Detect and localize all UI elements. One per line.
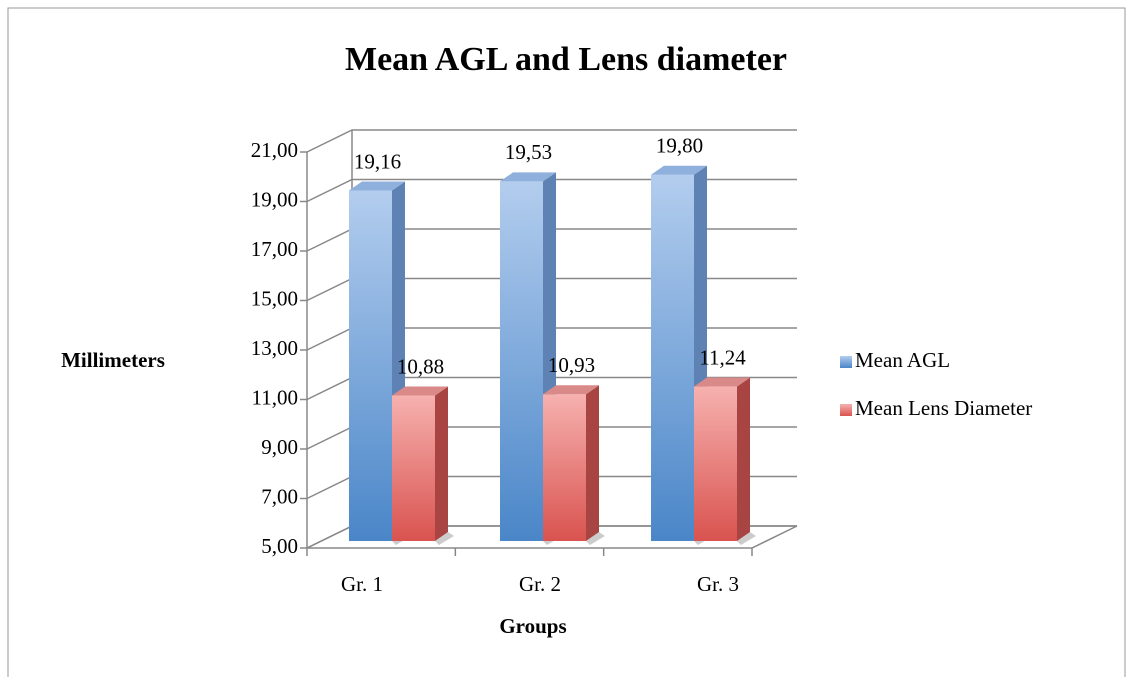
bar-top — [392, 386, 448, 396]
y-tick-label: 13,00 — [251, 336, 298, 360]
bar-side — [435, 386, 448, 541]
grid-line — [306, 178, 797, 203]
y-tick-label: 19,00 — [251, 187, 298, 211]
bar-side — [586, 385, 599, 541]
y-tick-label: 7,00 — [261, 484, 298, 508]
bar-top — [694, 377, 750, 387]
y-axis-title: Millimeters — [61, 348, 165, 372]
x-tick-label: Gr. 1 — [341, 572, 383, 596]
y-tick-label: 9,00 — [261, 435, 298, 459]
y-tick-label: 21,00 — [251, 138, 298, 162]
data-label: 10,88 — [397, 354, 444, 378]
grid-line — [306, 129, 797, 153]
y-tick-label: 17,00 — [251, 237, 298, 261]
chart-title: Mean AGL and Lens diameter — [345, 41, 787, 78]
legend-swatch — [840, 404, 852, 416]
legend-label: Mean AGL — [855, 348, 950, 372]
frame — [7, 7, 1126, 677]
bar — [651, 174, 694, 541]
bar-top — [543, 385, 599, 395]
data-label: 19,53 — [505, 140, 552, 164]
bar — [500, 181, 543, 541]
bar-shadow — [586, 532, 605, 545]
y-tick-label: 15,00 — [251, 286, 298, 310]
bar — [543, 394, 586, 541]
x-tick-label: Gr. 2 — [519, 572, 561, 596]
bar-shadow — [737, 532, 756, 545]
x-axis-title: Groups — [499, 614, 566, 638]
x-tick-label: Gr. 3 — [697, 572, 739, 596]
bar — [349, 190, 392, 542]
data-label: 10,93 — [548, 353, 595, 377]
data-label: 11,24 — [699, 345, 746, 369]
y-tick-label: 5,00 — [261, 534, 298, 558]
y-tick-label: 11,00 — [252, 385, 298, 409]
bar-side — [737, 377, 750, 541]
bar-top — [651, 165, 707, 175]
bar-top — [349, 181, 405, 191]
legend-swatch — [840, 356, 852, 368]
bar-shadow — [435, 532, 454, 545]
data-label: 19,16 — [354, 149, 401, 173]
bar-top — [500, 172, 556, 182]
bar — [694, 386, 737, 541]
legend-label: Mean Lens Diameter — [855, 396, 1032, 420]
bar — [392, 395, 435, 541]
data-label: 19,80 — [656, 134, 703, 158]
